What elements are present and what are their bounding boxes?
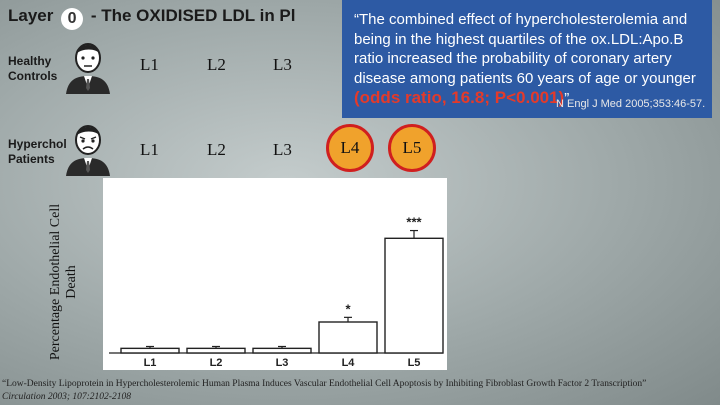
patient-level-l1: L1	[140, 140, 159, 159]
person-sad-icon	[66, 125, 110, 176]
patient-level-l5: L5	[402, 138, 422, 157]
bar-l2	[186, 347, 246, 354]
bar-l5	[384, 237, 444, 354]
title-main: - The OXIDISED LDL in Pl	[90, 6, 296, 25]
healthy-level-l2: L2	[207, 55, 226, 74]
bar-l1	[120, 347, 180, 354]
patients-label: Hyperchol Patients	[8, 137, 67, 166]
x-tick-label-l1: L1	[144, 357, 157, 369]
title-prefix: Layer	[8, 6, 54, 25]
bar-l4	[318, 321, 378, 354]
significance-l5: ***	[406, 215, 422, 230]
healthy-level-l1: L1	[140, 55, 159, 74]
chart-y-axis-label: Percentage Endothelial Cell Death	[48, 203, 79, 361]
x-tick-label-l2: L2	[210, 357, 223, 369]
x-tick-label-l5: L5	[408, 357, 421, 369]
bar-chart-panel: L1 L2 L3 * L4 *** L5	[103, 178, 447, 370]
bar-chart: L1 L2 L3 * L4 *** L5	[109, 215, 444, 369]
title-badge: 0	[61, 8, 84, 30]
quote-box: “The combined effect of hypercholesterol…	[342, 0, 712, 118]
highlight-circle-l4: L4	[326, 124, 374, 172]
chart-y-axis-label-wrap: Percentage Endothelial Cell Death	[48, 196, 104, 368]
quote-text: “The combined effect of hypercholesterol…	[354, 11, 696, 87]
significance-l4: *	[345, 301, 351, 316]
quote-closing: ”	[564, 90, 570, 107]
citation: “Low-Density Lipoprotein in Hypercholest…	[2, 378, 718, 404]
x-tick-label-l4: L4	[342, 357, 356, 369]
quote-odds-ratio: (odds ratio, 16.8; P<0.001)	[354, 88, 565, 107]
healthy-level-l3: L3	[273, 55, 292, 74]
person-calm-icon	[66, 43, 110, 94]
patient-level-l3: L3	[273, 140, 292, 159]
patient-level-l2: L2	[207, 140, 226, 159]
highlight-circle-l5: L5	[388, 124, 436, 172]
healthy-controls-label: Healthy Controls	[8, 54, 58, 83]
citation-journal: Circulation 2003; 107:2102-2108	[2, 392, 131, 402]
x-tick-label-l3: L3	[276, 357, 289, 369]
citation-title: “Low-Density Lipoprotein in Hypercholest…	[2, 379, 647, 389]
bar-l3	[252, 347, 312, 354]
slide-title: Layer 0 - The OXIDISED LDL in Pl	[8, 6, 296, 30]
patient-level-l4: L4	[340, 138, 360, 157]
quote-reference: N Engl J Med 2005;353:46-57.	[556, 98, 706, 110]
